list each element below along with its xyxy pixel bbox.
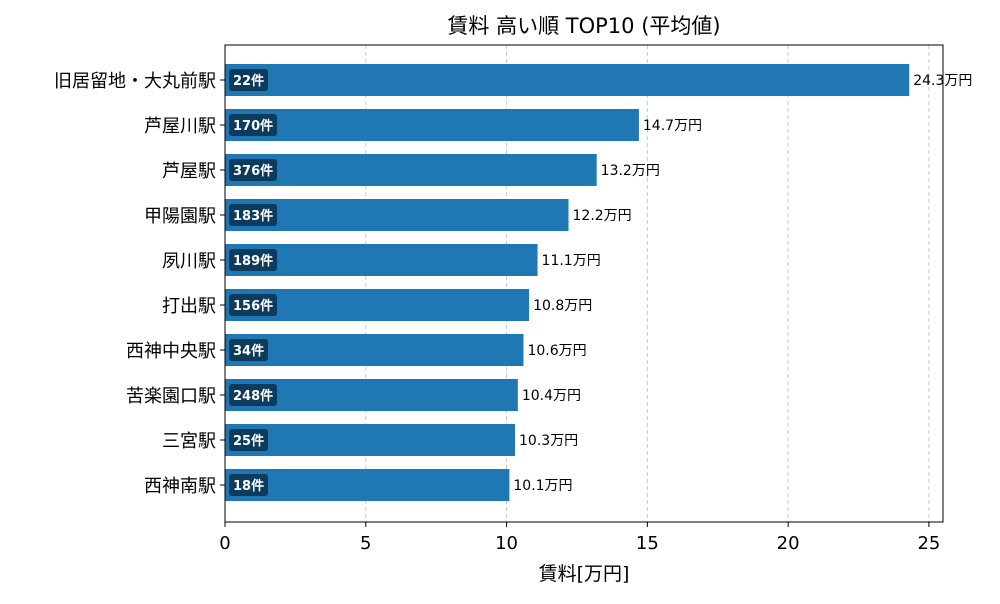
y-tick-label: 芦屋駅 xyxy=(162,161,216,182)
y-tick-label: 西神中央駅 xyxy=(126,341,216,362)
x-tick-label: 0 xyxy=(219,533,230,554)
value-label: 11.1万円 xyxy=(542,253,601,269)
value-label: 10.6万円 xyxy=(527,343,586,359)
count-label: 22件 xyxy=(233,73,264,89)
chart-title: 賃料 高い順 TOP10 (平均値) xyxy=(447,14,720,38)
bar xyxy=(225,109,639,141)
bar xyxy=(225,154,597,186)
value-label: 10.8万円 xyxy=(533,298,592,314)
count-badge xyxy=(229,294,277,316)
x-tick-label: 10 xyxy=(495,533,518,554)
y-tick-label: 夙川駅 xyxy=(162,251,216,272)
x-axis-label: 賃料[万円] xyxy=(539,563,630,585)
bar xyxy=(225,424,516,456)
bar xyxy=(225,469,510,501)
y-tick-label: 西神南駅 xyxy=(144,476,216,497)
count-badge xyxy=(229,384,277,406)
count-label: 183件 xyxy=(233,208,273,224)
count-badge xyxy=(229,69,268,91)
count-badge xyxy=(229,339,268,361)
count-label: 34件 xyxy=(233,343,264,359)
value-label: 10.4万円 xyxy=(522,388,581,404)
value-label: 13.2万円 xyxy=(601,163,660,179)
y-tick-label: 甲陽園駅 xyxy=(144,206,216,227)
plot-frame xyxy=(224,44,944,523)
count-badge xyxy=(229,204,277,226)
value-label: 10.1万円 xyxy=(513,478,572,494)
value-label: 14.7万円 xyxy=(643,118,702,134)
y-tick-label: 芦屋川駅 xyxy=(144,116,216,137)
x-tick-label: 20 xyxy=(777,533,800,554)
bar xyxy=(225,244,538,276)
count-badge xyxy=(229,159,277,181)
y-tick-label: 旧居留地・大丸前駅 xyxy=(54,71,216,92)
count-label: 156件 xyxy=(233,298,273,314)
bar xyxy=(225,334,524,366)
count-label: 189件 xyxy=(233,253,273,269)
bar xyxy=(225,199,569,231)
y-tick-label: 三宮駅 xyxy=(162,431,216,452)
count-label: 170件 xyxy=(233,118,273,134)
bar xyxy=(225,64,910,96)
x-axis: 0 5 10 15 20 25 xyxy=(219,522,940,554)
value-label: 12.2万円 xyxy=(573,208,632,224)
count-badge xyxy=(229,114,277,136)
count-label: 248件 xyxy=(233,388,273,404)
y-axis: 旧居留地・大丸前駅芦屋川駅芦屋駅甲陽園駅夙川駅打出駅西神中央駅苦楽園口駅三宮駅西… xyxy=(54,71,225,497)
count-badge xyxy=(229,474,268,496)
x-tick-label: 25 xyxy=(917,533,940,554)
value-label: 10.3万円 xyxy=(519,433,578,449)
y-tick-label: 苦楽園口駅 xyxy=(126,386,216,407)
x-tick-label: 15 xyxy=(636,533,659,554)
y-tick-label: 打出駅 xyxy=(162,296,216,317)
x-tick-label: 5 xyxy=(360,533,371,554)
count-badge xyxy=(229,249,277,271)
count-label: 25件 xyxy=(233,433,264,449)
count-badge xyxy=(229,429,268,451)
count-label: 18件 xyxy=(233,478,264,494)
count-label: 376件 xyxy=(233,163,273,179)
